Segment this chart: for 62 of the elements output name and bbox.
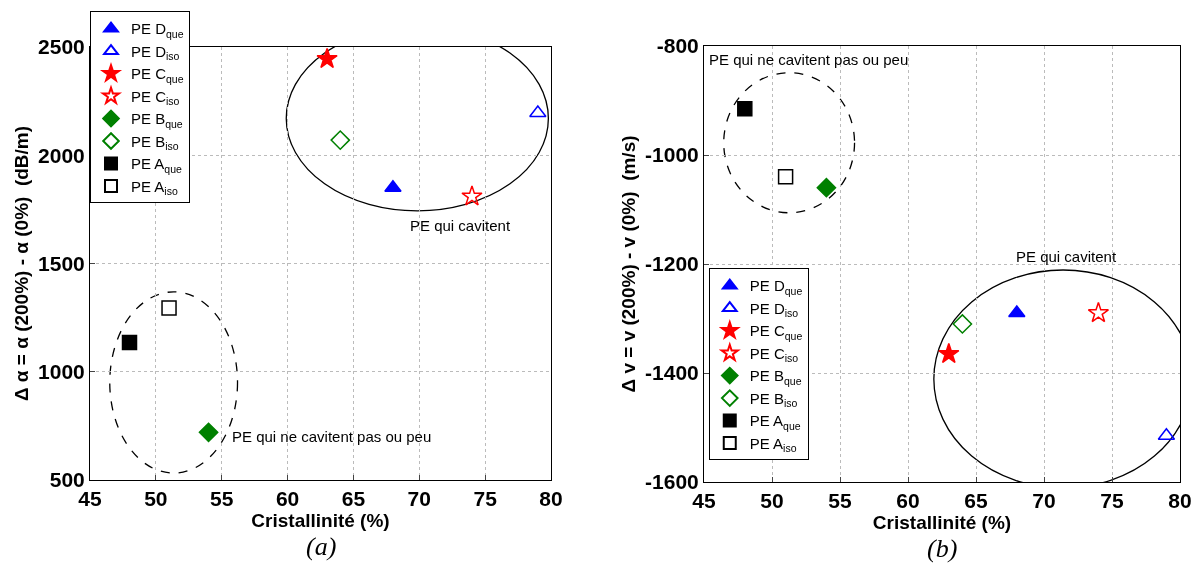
y-axis-title: Δ v = v (200%) - v (0%) (m/s)	[617, 135, 639, 393]
x-tick-label: 55	[210, 487, 234, 511]
x-axis-title: Cristallinité (%)	[251, 510, 390, 532]
y-axis-title: Δ α = α (200%) - α (0%) (dB/m)	[10, 125, 32, 402]
x-tick-label: 65	[964, 489, 988, 513]
point	[316, 47, 338, 69]
legend-label: PE A$_{iso}$	[749, 434, 797, 455]
x-tick-label: 75	[473, 487, 498, 511]
y-tick-label: 2000	[38, 143, 85, 167]
y-tick-label: 2500	[38, 35, 85, 59]
x-tick-label: 65	[341, 487, 366, 511]
point	[330, 130, 351, 150]
x-tick-label: 60	[275, 487, 300, 511]
legend-label: PE B$_{que}$	[131, 110, 183, 130]
legend-label: PE C$_{que}$	[131, 65, 184, 85]
annotation: PE qui ne cavitent pas ou peu	[709, 51, 909, 68]
x-tick-label: 55	[828, 489, 852, 513]
annotation: PE qui cavitent	[410, 217, 511, 234]
x-tick-label: 50	[144, 487, 168, 511]
x-tick-label: 50	[760, 489, 784, 513]
point	[384, 179, 402, 192]
legend-label: PE B$_{que}$	[749, 367, 802, 387]
legend-label: PE A$_{que}$	[131, 155, 183, 175]
legend-label: PE A$_{que}$	[749, 412, 801, 432]
y-tick-label: 1500	[38, 251, 85, 275]
point	[529, 105, 547, 118]
legend-label: PE D$_{que}$	[131, 20, 184, 40]
text: (b)	[927, 534, 958, 563]
legend-label: PE C$_{iso}$	[749, 344, 799, 365]
text: (a)	[306, 532, 337, 561]
x-tick-label: 70	[407, 487, 431, 511]
x-tick-label: 80	[1168, 489, 1192, 513]
point	[461, 185, 483, 206]
point	[161, 300, 177, 316]
point	[777, 169, 794, 185]
x-tick-label: 80	[539, 487, 563, 511]
legend-label: PE B$_{iso}$	[749, 389, 798, 410]
point	[121, 334, 138, 351]
point	[737, 100, 753, 117]
y-tick-label: -1400	[645, 361, 699, 385]
legend-label: PE C$_{iso}$	[131, 87, 180, 108]
legend-label: PE A$_{iso}$	[131, 177, 178, 198]
x-tick-label: 70	[1032, 489, 1056, 513]
x-axis-title: Cristallinité (%)	[872, 512, 1012, 534]
annotation: PE qui ne cavitent pas ou peu	[232, 428, 432, 445]
y-tick-label: -800	[656, 34, 699, 58]
legend-label: PE D$_{que}$	[749, 277, 803, 297]
point	[952, 314, 973, 334]
y-tick-label: -1000	[645, 143, 699, 167]
legend-label: PE D$_{iso}$	[131, 42, 180, 63]
annotation: PE qui cavitent	[1016, 248, 1117, 265]
legend-label: PE B$_{iso}$	[131, 132, 179, 153]
legend-label: PE D$_{iso}$	[749, 299, 799, 320]
point	[938, 342, 960, 364]
point	[816, 177, 837, 198]
x-tick-label: 60	[896, 489, 920, 513]
point	[198, 422, 219, 443]
x-tick-label: 75	[1100, 489, 1124, 513]
point	[1087, 301, 1110, 323]
legend-label: PE C$_{que}$	[749, 322, 803, 342]
y-tick-label: 1000	[38, 360, 85, 384]
y-tick-label: -1200	[645, 252, 699, 276]
